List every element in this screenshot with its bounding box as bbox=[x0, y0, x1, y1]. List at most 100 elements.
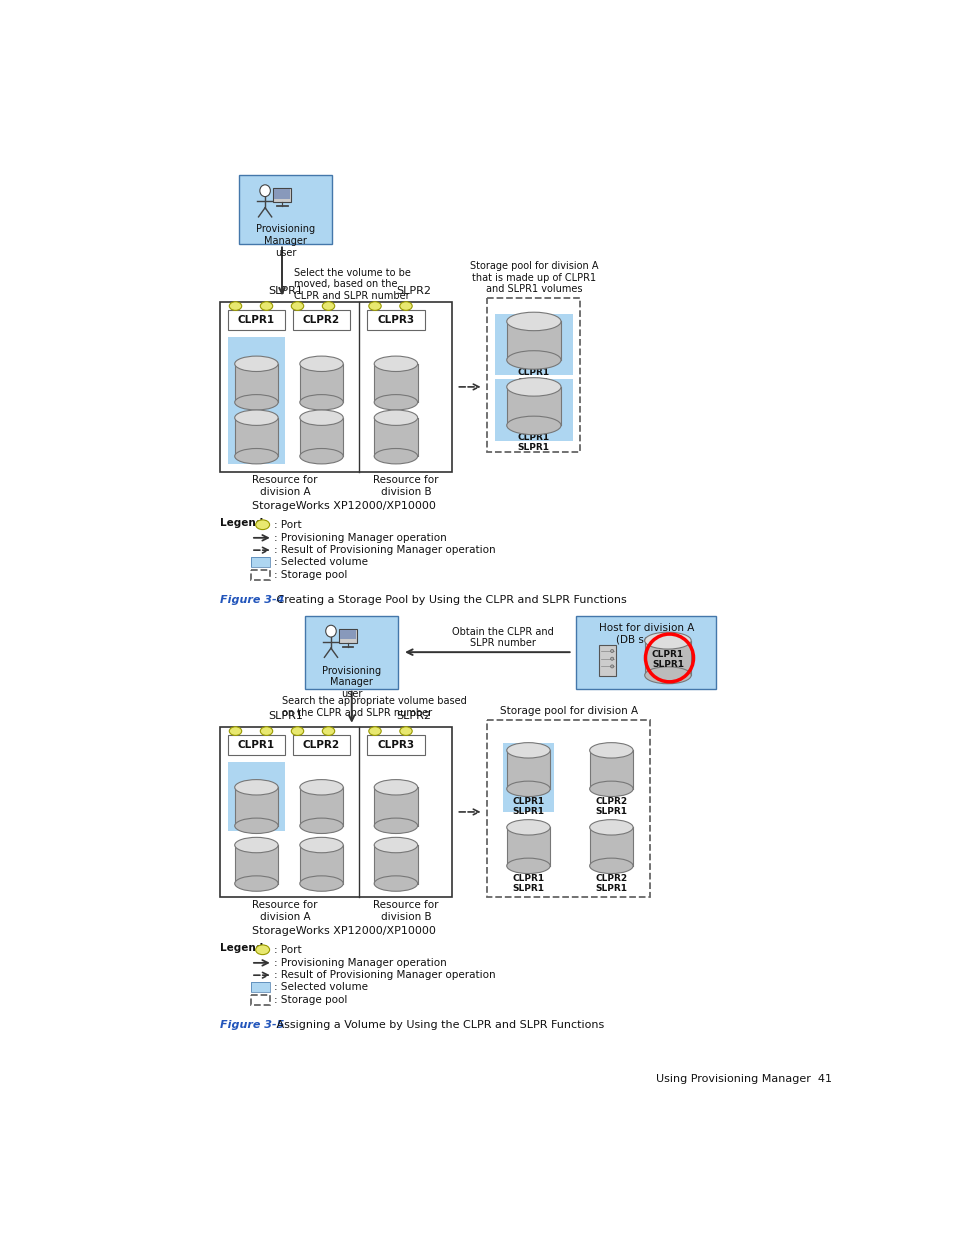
Ellipse shape bbox=[610, 657, 613, 661]
Text: CLPR1
SLPR1: CLPR1 SLPR1 bbox=[517, 368, 549, 387]
Text: CLPR1
SLPR1: CLPR1 SLPR1 bbox=[517, 433, 549, 452]
Text: CLPR2
SLPR1: CLPR2 SLPR1 bbox=[595, 873, 627, 893]
Ellipse shape bbox=[644, 632, 691, 650]
Ellipse shape bbox=[589, 820, 633, 835]
Text: Resource for
division B: Resource for division B bbox=[373, 900, 438, 923]
Text: CLPR1
SLPR1: CLPR1 SLPR1 bbox=[651, 650, 683, 669]
FancyBboxPatch shape bbox=[506, 751, 550, 789]
FancyBboxPatch shape bbox=[251, 557, 270, 567]
Text: Storage pool for division A
that is made up of CLPR1
and SLPR1 volumes: Storage pool for division A that is made… bbox=[469, 262, 598, 294]
Text: Figure 3-5: Figure 3-5 bbox=[220, 1020, 284, 1030]
FancyBboxPatch shape bbox=[273, 188, 292, 203]
Text: SLPR1: SLPR1 bbox=[268, 287, 303, 296]
FancyBboxPatch shape bbox=[495, 379, 572, 441]
Text: : Provisioning Manager operation: : Provisioning Manager operation bbox=[274, 958, 447, 968]
FancyBboxPatch shape bbox=[234, 787, 278, 826]
FancyBboxPatch shape bbox=[299, 417, 343, 456]
Text: Creating a Storage Pool by Using the CLPR and SLPR Functions: Creating a Storage Pool by Using the CLP… bbox=[273, 595, 626, 605]
Text: Legend:: Legend: bbox=[220, 942, 267, 953]
Text: : Result of Provisioning Manager operation: : Result of Provisioning Manager operati… bbox=[274, 971, 496, 981]
FancyBboxPatch shape bbox=[589, 751, 633, 789]
Text: Search the appropriate volume based
on the CLPR and SLPR number: Search the appropriate volume based on t… bbox=[282, 697, 466, 718]
Ellipse shape bbox=[322, 726, 335, 735]
Ellipse shape bbox=[369, 726, 381, 735]
Text: Storage pool for division A: Storage pool for division A bbox=[499, 705, 638, 716]
Text: Select the volume to be
moved, based on the
CLPR and SLPR number: Select the volume to be moved, based on … bbox=[294, 268, 410, 301]
FancyBboxPatch shape bbox=[487, 720, 649, 897]
Ellipse shape bbox=[374, 356, 417, 372]
FancyBboxPatch shape bbox=[293, 735, 350, 755]
Ellipse shape bbox=[589, 782, 633, 797]
Text: Obtain the CLPR and
SLPR number: Obtain the CLPR and SLPR number bbox=[452, 626, 553, 648]
FancyBboxPatch shape bbox=[220, 727, 452, 897]
Ellipse shape bbox=[299, 876, 343, 892]
FancyBboxPatch shape bbox=[487, 299, 579, 452]
Ellipse shape bbox=[255, 945, 270, 955]
Text: Resource for
division B: Resource for division B bbox=[373, 475, 438, 496]
Text: CLPR3: CLPR3 bbox=[377, 315, 414, 325]
Ellipse shape bbox=[506, 742, 550, 758]
FancyBboxPatch shape bbox=[502, 742, 554, 811]
Text: CLPR2: CLPR2 bbox=[303, 315, 339, 325]
FancyBboxPatch shape bbox=[338, 629, 357, 643]
FancyBboxPatch shape bbox=[367, 735, 424, 755]
Text: CLPR2
SLPR1: CLPR2 SLPR1 bbox=[595, 797, 627, 816]
Ellipse shape bbox=[506, 782, 550, 797]
FancyBboxPatch shape bbox=[299, 845, 343, 883]
Text: : Port: : Port bbox=[274, 520, 301, 530]
Ellipse shape bbox=[234, 395, 278, 410]
Ellipse shape bbox=[260, 301, 273, 310]
Ellipse shape bbox=[610, 650, 613, 652]
Ellipse shape bbox=[369, 301, 381, 310]
FancyBboxPatch shape bbox=[234, 845, 278, 883]
Ellipse shape bbox=[234, 779, 278, 795]
FancyBboxPatch shape bbox=[495, 314, 572, 375]
FancyBboxPatch shape bbox=[598, 645, 616, 676]
Ellipse shape bbox=[644, 667, 691, 684]
Ellipse shape bbox=[399, 301, 412, 310]
Text: StorageWorks XP12000/XP10000: StorageWorks XP12000/XP10000 bbox=[252, 501, 436, 511]
FancyBboxPatch shape bbox=[644, 641, 691, 676]
Text: : Storage pool: : Storage pool bbox=[274, 569, 347, 579]
FancyBboxPatch shape bbox=[251, 571, 270, 580]
Text: : Selected volume: : Selected volume bbox=[274, 557, 368, 567]
Text: Provisioning
Manager
user: Provisioning Manager user bbox=[322, 666, 381, 699]
FancyBboxPatch shape bbox=[374, 417, 417, 456]
Ellipse shape bbox=[299, 356, 343, 372]
FancyBboxPatch shape bbox=[234, 417, 278, 456]
FancyBboxPatch shape bbox=[274, 189, 290, 199]
FancyBboxPatch shape bbox=[228, 310, 285, 330]
FancyBboxPatch shape bbox=[374, 787, 417, 826]
Ellipse shape bbox=[234, 356, 278, 372]
Ellipse shape bbox=[234, 410, 278, 425]
Text: : Port: : Port bbox=[274, 945, 301, 955]
Ellipse shape bbox=[506, 378, 560, 396]
Text: : Selected volume: : Selected volume bbox=[274, 982, 368, 992]
Ellipse shape bbox=[506, 858, 550, 873]
FancyBboxPatch shape bbox=[374, 364, 417, 403]
Ellipse shape bbox=[506, 820, 550, 835]
Text: CLPR1: CLPR1 bbox=[237, 315, 274, 325]
FancyBboxPatch shape bbox=[340, 630, 355, 638]
Text: SLPR2: SLPR2 bbox=[395, 711, 431, 721]
FancyBboxPatch shape bbox=[228, 735, 285, 755]
FancyBboxPatch shape bbox=[299, 364, 343, 403]
Text: CLPR1
SLPR1: CLPR1 SLPR1 bbox=[512, 873, 544, 893]
Text: CLPR1
SLPR1: CLPR1 SLPR1 bbox=[512, 797, 544, 816]
FancyBboxPatch shape bbox=[251, 982, 270, 992]
Ellipse shape bbox=[234, 448, 278, 464]
Ellipse shape bbox=[399, 726, 412, 735]
Ellipse shape bbox=[506, 416, 560, 435]
Ellipse shape bbox=[299, 448, 343, 464]
Ellipse shape bbox=[610, 664, 613, 668]
FancyBboxPatch shape bbox=[506, 321, 560, 359]
Ellipse shape bbox=[299, 837, 343, 852]
Ellipse shape bbox=[589, 742, 633, 758]
FancyBboxPatch shape bbox=[293, 310, 350, 330]
Ellipse shape bbox=[374, 448, 417, 464]
Text: : Result of Provisioning Manager operation: : Result of Provisioning Manager operati… bbox=[274, 545, 496, 556]
Ellipse shape bbox=[589, 858, 633, 873]
Text: Using Provisioning Manager  41: Using Provisioning Manager 41 bbox=[656, 1073, 831, 1084]
Ellipse shape bbox=[506, 312, 560, 331]
Ellipse shape bbox=[374, 876, 417, 892]
